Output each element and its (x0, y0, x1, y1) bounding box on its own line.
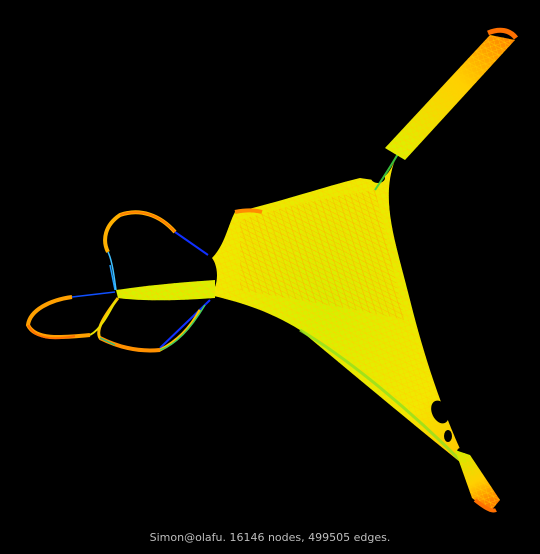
mesh-west-loops (25, 210, 215, 353)
mesh-arm-south (455, 450, 500, 513)
mesh-core (210, 149, 470, 470)
graph-layout-drawing (25, 27, 518, 513)
mesh-arm-northeast (385, 27, 518, 160)
graph-caption: Simon@olafu. 16146 nodes, 499505 edges. (149, 531, 391, 544)
